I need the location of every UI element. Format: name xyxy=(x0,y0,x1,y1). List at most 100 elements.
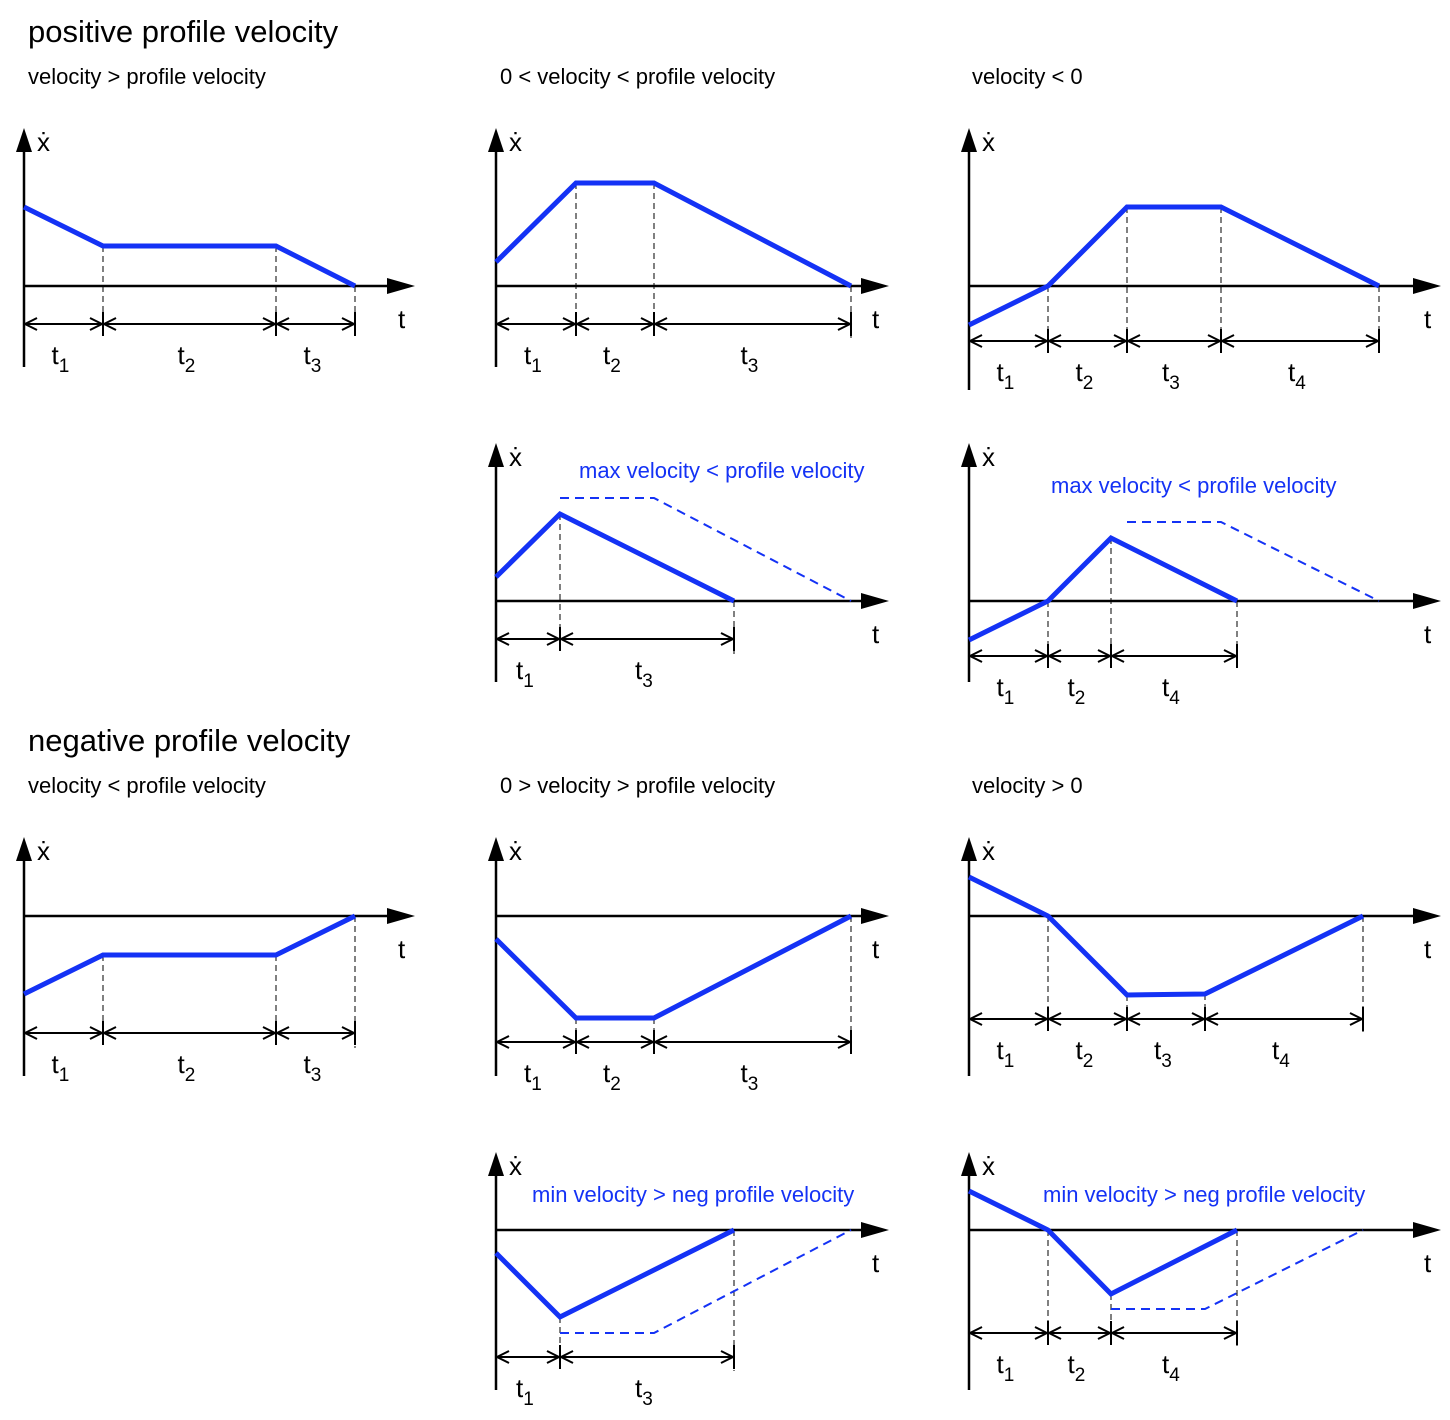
arrow-head-left xyxy=(494,317,510,331)
interval-label-t2: t2 xyxy=(603,1058,621,1095)
interval-subscript: 3 xyxy=(748,1074,759,1095)
interval-subscript: 1 xyxy=(1004,373,1015,394)
arrow-head-left xyxy=(1125,1012,1141,1026)
interval-subscript: 2 xyxy=(1083,373,1094,394)
interval-subscript: 1 xyxy=(1004,1051,1015,1072)
interval-subscript: 3 xyxy=(642,671,653,692)
arrow-head-left xyxy=(558,632,574,646)
velocity-profile xyxy=(494,180,853,289)
y-axis-arrow xyxy=(488,1152,504,1176)
interval-subscript: 2 xyxy=(1075,1365,1086,1386)
y-axis-label: ẋ xyxy=(982,442,995,472)
arrow-head-left xyxy=(574,317,590,331)
y-axis-label: ẋ xyxy=(982,836,995,866)
y-axis-arrow xyxy=(488,443,504,467)
arrow-head-right xyxy=(720,1350,736,1364)
interval-label-t3: t3 xyxy=(741,1058,759,1095)
x-axis-label: t xyxy=(1424,934,1432,964)
velocity-profile xyxy=(494,1227,736,1321)
profile-annotation: min velocity > neg profile velocity xyxy=(532,1182,854,1207)
arrow-head-left xyxy=(22,317,38,331)
full-profile-dashed xyxy=(1111,1229,1364,1310)
interval-subscript: 2 xyxy=(610,356,621,377)
y-axis-arrow xyxy=(961,128,977,152)
plot-pos_3b: ẋ t max velocity < profile velocity t1 t2 t4 xyxy=(961,442,1441,709)
arrow-head-left xyxy=(574,1035,590,1049)
plot-pos_3: ẋ t t1 t2 t3 t4 xyxy=(961,127,1441,394)
case-label-neg-3: velocity > 0 xyxy=(972,773,1083,798)
y-axis-arrow xyxy=(961,837,977,861)
interval-label-t1: t1 xyxy=(997,1035,1015,1072)
case-label-pos-3: velocity < 0 xyxy=(972,64,1083,89)
interval-subscript: 1 xyxy=(59,356,70,377)
interval-label-t1: t1 xyxy=(997,1349,1015,1386)
x-axis-arrow xyxy=(1413,593,1441,609)
plot-pos_2b: ẋ t max velocity < profile velocity t1 t3 xyxy=(488,442,889,692)
interval-subscript: 1 xyxy=(1004,1365,1015,1386)
arrow-head-right xyxy=(341,1026,357,1040)
x-axis-arrow xyxy=(861,593,889,609)
interval-label-t1: t1 xyxy=(52,340,70,377)
y-axis-arrow xyxy=(16,128,32,152)
x-axis-arrow xyxy=(387,278,415,294)
x-axis-label: t xyxy=(398,304,406,334)
interval-subscript: 1 xyxy=(523,1389,534,1410)
x-axis-arrow xyxy=(1413,908,1441,924)
y-axis-label: ẋ xyxy=(509,1151,522,1181)
velocity-profile xyxy=(967,204,1381,328)
arrow-head-right xyxy=(341,317,357,331)
interval-label-t1: t1 xyxy=(516,655,534,692)
interval-label-t3: t3 xyxy=(741,340,759,377)
interval-subscript: 1 xyxy=(523,671,534,692)
arrow-head-left xyxy=(22,1026,38,1040)
velocity-profile xyxy=(22,204,357,289)
interval-label-t2: t2 xyxy=(1068,1349,1086,1386)
y-axis-label: ẋ xyxy=(509,442,522,472)
arrow-head-right xyxy=(837,1035,853,1049)
x-axis-label: t xyxy=(1424,304,1432,334)
interval-label-t1: t1 xyxy=(997,357,1015,394)
arrow-head-left xyxy=(1125,334,1141,348)
y-axis-arrow xyxy=(16,837,32,861)
y-axis-label: ẋ xyxy=(509,127,522,157)
interval-subscript: 3 xyxy=(642,1389,653,1410)
interval-subscript: 3 xyxy=(311,356,322,377)
interval-label-t1: t1 xyxy=(997,672,1015,709)
interval-label-t3: t3 xyxy=(635,1373,653,1410)
y-axis-arrow xyxy=(961,443,977,467)
arrow-head-left xyxy=(274,317,290,331)
arrow-head-left xyxy=(274,1026,290,1040)
interval-subscript: 2 xyxy=(1075,688,1086,709)
interval-label-t1: t1 xyxy=(524,1058,542,1095)
interval-subscript: 3 xyxy=(748,356,759,377)
y-axis-arrow xyxy=(488,128,504,152)
arrow-head-left xyxy=(1046,334,1062,348)
arrow-head-left xyxy=(1109,649,1125,663)
y-axis-label: ẋ xyxy=(509,836,522,866)
interval-subscript: 1 xyxy=(59,1065,70,1086)
arrow-head-left xyxy=(652,1035,668,1049)
interval-subscript: 2 xyxy=(185,1065,196,1086)
interval-label-t3: t3 xyxy=(304,1049,322,1086)
interval-subscript: 2 xyxy=(185,356,196,377)
case-label-neg-1: velocity < profile velocity xyxy=(28,773,266,798)
arrow-head-left xyxy=(652,317,668,331)
arrow-head-left xyxy=(1219,334,1235,348)
full-profile-dashed xyxy=(560,497,852,602)
interval-subscript: 4 xyxy=(1295,373,1306,394)
plot-neg_2b: ẋ t min velocity > neg profile velocity t1 t… xyxy=(488,1151,889,1410)
profile-annotation: max velocity < profile velocity xyxy=(1051,473,1337,498)
arrow-head-left xyxy=(494,1350,510,1364)
profile-annotation: min velocity > neg profile velocity xyxy=(1043,1182,1365,1207)
x-axis-label: t xyxy=(398,934,406,964)
x-axis-label: t xyxy=(872,934,880,964)
interval-subscript: 4 xyxy=(1279,1051,1290,1072)
x-axis-arrow xyxy=(861,908,889,924)
arrow-head-left xyxy=(494,632,510,646)
section-title-negative: negative profile velocity xyxy=(28,723,351,758)
arrow-head-right xyxy=(1349,1012,1365,1026)
arrow-head-left xyxy=(967,1012,983,1026)
interval-label-t2: t2 xyxy=(178,340,196,377)
interval-label-t3: t3 xyxy=(1154,1035,1172,1072)
